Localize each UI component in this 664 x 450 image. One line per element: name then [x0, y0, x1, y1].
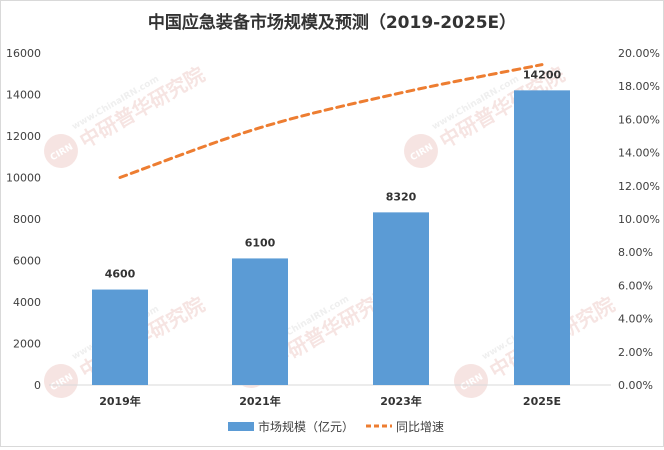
y-right-tick-label: 8.00% — [618, 246, 653, 259]
bar-data-label: 14200 — [523, 68, 562, 81]
y-right-tick-label: 20.00% — [618, 47, 660, 60]
y-right-tick-label: 16.00% — [618, 113, 660, 126]
bar — [373, 212, 429, 385]
growth-line — [118, 63, 544, 179]
watermark-name: 中研普华研究院 — [76, 62, 209, 153]
watermark-badge-icon — [454, 364, 488, 398]
y-left-tick-label: 10000 — [6, 172, 41, 185]
x-tick-label: 2025E — [523, 395, 561, 408]
y-left-tick-label: 8000 — [13, 213, 41, 226]
watermark-badge-icon — [44, 134, 78, 168]
watermark-badge-icon — [404, 134, 438, 168]
bar — [92, 289, 148, 385]
y-right-tick-label: 0.00% — [618, 379, 653, 392]
y-right-tick-label: 18.00% — [618, 80, 660, 93]
y-right-tick-label: 14.00% — [618, 147, 660, 160]
x-axis: 2019年 2021年 2023年 2025E — [99, 394, 561, 408]
bar-data-label: 8320 — [386, 190, 417, 203]
y-left-tick-label: 12000 — [6, 130, 41, 143]
legend-swatch-bar — [228, 422, 254, 431]
x-tick-label: 2019年 — [99, 394, 141, 408]
y-left-tick-label: 2000 — [13, 338, 41, 351]
y-right-tick-label: 6.00% — [618, 279, 653, 292]
bar-data-label: 4600 — [105, 268, 136, 281]
y-left-tick-label: 4000 — [13, 296, 41, 309]
bar — [232, 258, 288, 385]
growth-line-series — [118, 63, 544, 179]
bar — [514, 90, 570, 385]
bar-series: 4600 6100 8320 14200 — [92, 68, 570, 385]
y-axis-left: 0 2000 4000 6000 8000 10000 12000 14000 16000 — [6, 47, 41, 392]
bar-data-label: 6100 — [245, 236, 276, 249]
y-left-tick-label: 6000 — [13, 255, 41, 268]
x-tick-label: 2021年 — [239, 394, 281, 408]
y-left-tick-label: 14000 — [6, 89, 41, 102]
x-tick-label: 2023年 — [380, 394, 422, 408]
legend-label-line: 同比增速 — [396, 420, 444, 434]
y-left-tick-label: 16000 — [6, 47, 41, 60]
chart-title: 中国应急装备市场规模及预测（2019-2025E） — [148, 12, 516, 33]
legend-label-bar: 市场规模（亿元） — [258, 419, 354, 434]
y-right-tick-label: 12.00% — [618, 180, 660, 193]
y-right-tick-label: 10.00% — [618, 213, 660, 226]
legend: 市场规模（亿元） 同比增速 — [228, 419, 444, 434]
y-right-tick-label: 2.00% — [618, 346, 653, 359]
y-axis-right: 0.00% 2.00% 4.00% 6.00% 8.00% 10.00% 12.00% 14.… — [618, 47, 660, 392]
watermark-badge-icon — [44, 364, 78, 398]
y-left-tick-label: 0 — [34, 379, 41, 392]
y-right-tick-label: 4.00% — [618, 313, 653, 326]
